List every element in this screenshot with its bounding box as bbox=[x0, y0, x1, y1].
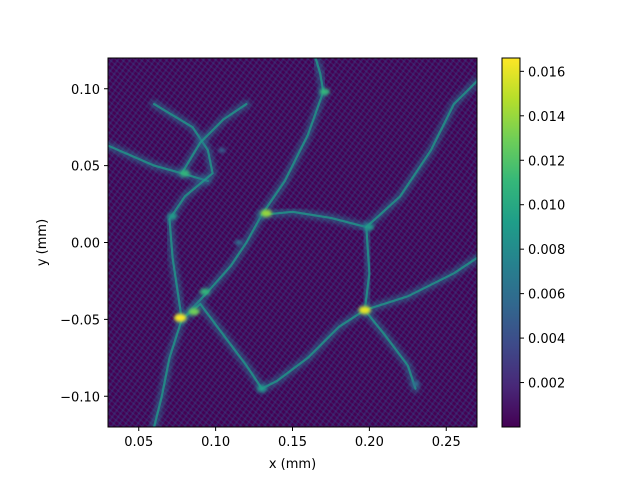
hotspot bbox=[358, 306, 371, 315]
colorbar bbox=[501, 57, 521, 428]
plot-area bbox=[108, 58, 477, 427]
colorbar-tick-label: 0.016 bbox=[528, 65, 565, 80]
ridge-line bbox=[314, 58, 325, 93]
colorbar-tick-label: 0.006 bbox=[528, 288, 565, 303]
x-axis: 0.05 0.10 0.15 0.20 0.25 bbox=[124, 427, 461, 450]
ridge-line bbox=[363, 309, 417, 390]
y-tick-label: −0.05 bbox=[60, 313, 100, 328]
colorbar-axis: 0.002 0.004 0.006 0.008 0.010 0.012 0.014 0.016 bbox=[520, 65, 565, 392]
hotspot bbox=[188, 308, 200, 316]
ridge-line bbox=[168, 218, 183, 321]
ridge-line bbox=[260, 210, 368, 229]
colorbar-tick-label: 0.012 bbox=[528, 154, 565, 169]
x-tick-label: 0.15 bbox=[278, 435, 307, 450]
x-tick-label: 0.25 bbox=[432, 435, 461, 450]
colorbar-tick-label: 0.010 bbox=[528, 199, 565, 214]
x-tick-label: 0.05 bbox=[124, 435, 153, 450]
colorbar-tick-label: 0.014 bbox=[528, 110, 565, 125]
y-tick-label: 0.05 bbox=[71, 160, 100, 175]
x-tick-label: 0.10 bbox=[201, 435, 230, 450]
hotspot-layer bbox=[167, 88, 420, 392]
ridge-line bbox=[363, 226, 371, 312]
hotspot bbox=[199, 288, 210, 296]
hotspot bbox=[257, 385, 267, 392]
ridge-line bbox=[365, 80, 477, 229]
colorbar-tick-label: 0.002 bbox=[528, 377, 565, 392]
ridge-line bbox=[153, 103, 214, 221]
y-axis: 0.10 0.05 0.00 −0.05 −0.10 bbox=[60, 83, 108, 405]
hotspot bbox=[179, 169, 190, 177]
y-axis-label: y (mm) bbox=[35, 219, 50, 266]
hotspot bbox=[411, 381, 420, 387]
y-tick-label: −0.10 bbox=[60, 390, 100, 405]
ridge-line bbox=[108, 144, 209, 183]
hotspot bbox=[364, 224, 375, 231]
ridge-line bbox=[153, 318, 183, 427]
ridge-line bbox=[260, 309, 366, 390]
ridge-line bbox=[363, 256, 477, 312]
ridge-line bbox=[260, 90, 325, 216]
x-tick-label: 0.20 bbox=[355, 435, 384, 450]
x-axis-label: x (mm) bbox=[269, 457, 316, 472]
y-tick-label: 0.10 bbox=[71, 83, 100, 98]
hotspot bbox=[234, 239, 243, 246]
hotspot bbox=[319, 88, 330, 96]
colorbar-tick-label: 0.008 bbox=[528, 243, 565, 258]
y-tick-label: 0.00 bbox=[71, 237, 100, 252]
hotspot bbox=[260, 209, 272, 217]
hotspot bbox=[167, 213, 178, 220]
colorbar-tick-label: 0.004 bbox=[528, 332, 565, 347]
hotspot bbox=[217, 147, 226, 153]
ridge-line bbox=[180, 103, 248, 175]
hotspot bbox=[174, 313, 187, 322]
